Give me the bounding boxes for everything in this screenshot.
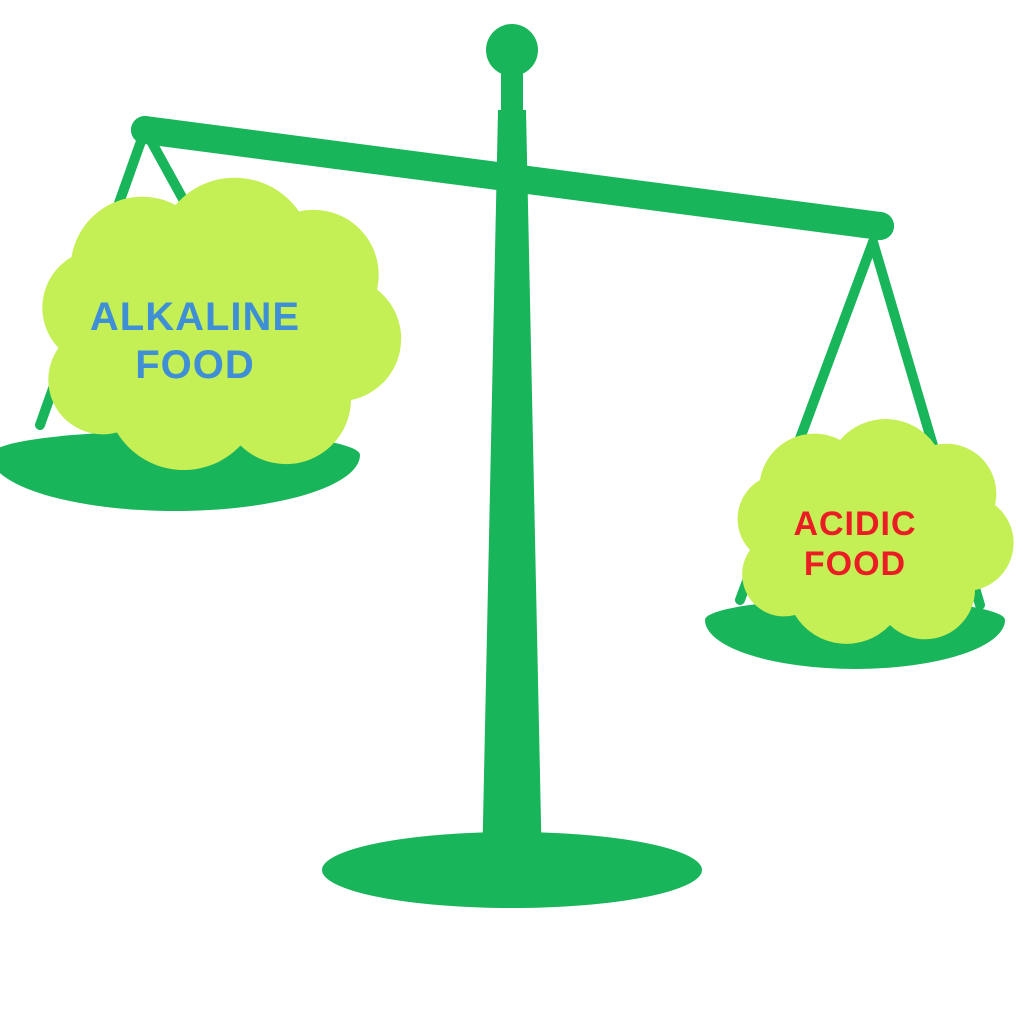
left_side: ALKALINEFOOD bbox=[0, 130, 401, 511]
right_side-label-line2: FOOD bbox=[804, 545, 906, 583]
left_side-label-line1: ALKALINE bbox=[90, 295, 300, 339]
right_side: ACIDICFOOD bbox=[705, 242, 1014, 669]
scale-base bbox=[322, 110, 702, 908]
left_side-label-line2: FOOD bbox=[135, 343, 255, 387]
right_side-label-line1: ACIDIC bbox=[793, 505, 916, 543]
